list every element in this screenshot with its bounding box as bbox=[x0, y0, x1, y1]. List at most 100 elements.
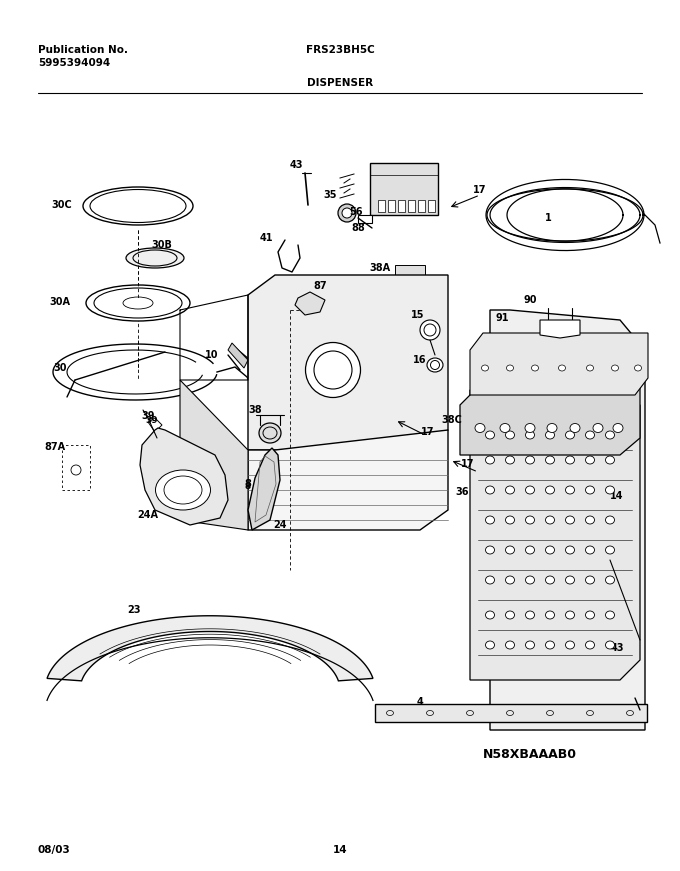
Ellipse shape bbox=[605, 546, 615, 554]
Bar bbox=[370, 163, 438, 215]
Ellipse shape bbox=[505, 486, 515, 494]
Ellipse shape bbox=[526, 546, 534, 554]
Ellipse shape bbox=[305, 342, 360, 397]
Text: N58XBAAAB0: N58XBAAAB0 bbox=[483, 748, 577, 761]
Ellipse shape bbox=[500, 423, 510, 433]
Ellipse shape bbox=[545, 576, 554, 584]
Polygon shape bbox=[228, 343, 248, 368]
Bar bbox=[378, 200, 385, 212]
Ellipse shape bbox=[342, 208, 352, 218]
Text: 87A: 87A bbox=[44, 442, 65, 452]
Ellipse shape bbox=[585, 431, 594, 439]
Ellipse shape bbox=[481, 365, 488, 371]
Bar bbox=[388, 200, 395, 212]
Polygon shape bbox=[490, 310, 645, 730]
Text: 15: 15 bbox=[411, 310, 425, 320]
Text: 8: 8 bbox=[245, 479, 252, 489]
Text: 30: 30 bbox=[53, 363, 67, 373]
Text: 38: 38 bbox=[248, 405, 262, 415]
Ellipse shape bbox=[525, 423, 535, 433]
Ellipse shape bbox=[585, 516, 594, 524]
Text: 36: 36 bbox=[455, 487, 469, 497]
Polygon shape bbox=[470, 390, 640, 680]
Text: 87: 87 bbox=[313, 281, 327, 291]
Bar bbox=[275, 325, 390, 415]
Ellipse shape bbox=[507, 365, 513, 371]
Ellipse shape bbox=[420, 320, 440, 340]
Text: 17: 17 bbox=[461, 459, 475, 469]
Bar bbox=[375, 704, 647, 722]
Ellipse shape bbox=[86, 285, 190, 321]
Ellipse shape bbox=[259, 423, 281, 443]
Text: 56: 56 bbox=[350, 207, 362, 217]
Text: 41: 41 bbox=[259, 233, 273, 243]
Ellipse shape bbox=[526, 516, 534, 524]
Text: 4: 4 bbox=[417, 697, 424, 707]
Polygon shape bbox=[248, 430, 448, 530]
Text: 90: 90 bbox=[523, 295, 537, 305]
Text: 39: 39 bbox=[141, 411, 155, 421]
Text: 30B: 30B bbox=[152, 240, 173, 250]
Ellipse shape bbox=[566, 546, 575, 554]
Ellipse shape bbox=[486, 516, 494, 524]
Ellipse shape bbox=[570, 423, 580, 433]
Text: 88: 88 bbox=[351, 223, 365, 233]
Polygon shape bbox=[180, 380, 248, 530]
Ellipse shape bbox=[593, 423, 603, 433]
Ellipse shape bbox=[486, 611, 494, 619]
Ellipse shape bbox=[566, 641, 575, 649]
Text: 30A: 30A bbox=[50, 297, 71, 307]
Ellipse shape bbox=[547, 423, 557, 433]
Ellipse shape bbox=[526, 486, 534, 494]
Ellipse shape bbox=[613, 423, 623, 433]
Ellipse shape bbox=[605, 611, 615, 619]
Text: 17: 17 bbox=[473, 185, 487, 195]
Ellipse shape bbox=[156, 470, 211, 510]
Polygon shape bbox=[248, 275, 448, 450]
Ellipse shape bbox=[83, 187, 193, 225]
Text: 39: 39 bbox=[145, 416, 158, 425]
Ellipse shape bbox=[611, 365, 619, 371]
Polygon shape bbox=[295, 292, 325, 315]
Text: DISPENSER: DISPENSER bbox=[307, 78, 373, 88]
Text: 10: 10 bbox=[205, 350, 219, 360]
Ellipse shape bbox=[126, 248, 184, 268]
Ellipse shape bbox=[486, 576, 494, 584]
Ellipse shape bbox=[427, 358, 443, 372]
Ellipse shape bbox=[566, 611, 575, 619]
Ellipse shape bbox=[526, 576, 534, 584]
Text: 24A: 24A bbox=[137, 510, 158, 520]
Text: 43: 43 bbox=[289, 160, 303, 170]
Text: 30C: 30C bbox=[52, 200, 72, 210]
Bar bbox=[395, 292, 425, 314]
Text: 8: 8 bbox=[245, 482, 251, 491]
Polygon shape bbox=[248, 448, 280, 530]
Text: 08/03: 08/03 bbox=[38, 845, 71, 855]
Text: 16: 16 bbox=[413, 355, 427, 365]
Ellipse shape bbox=[526, 611, 534, 619]
Text: 91: 91 bbox=[495, 313, 509, 323]
Text: 43: 43 bbox=[610, 643, 624, 653]
Ellipse shape bbox=[526, 456, 534, 464]
Bar bbox=[398, 200, 405, 212]
Polygon shape bbox=[540, 320, 580, 338]
Ellipse shape bbox=[585, 576, 594, 584]
Ellipse shape bbox=[486, 456, 494, 464]
Ellipse shape bbox=[585, 611, 594, 619]
Bar bbox=[395, 265, 425, 287]
Ellipse shape bbox=[545, 611, 554, 619]
Ellipse shape bbox=[566, 456, 575, 464]
Ellipse shape bbox=[634, 365, 641, 371]
Ellipse shape bbox=[486, 641, 494, 649]
Ellipse shape bbox=[475, 423, 485, 433]
Ellipse shape bbox=[545, 546, 554, 554]
Ellipse shape bbox=[585, 546, 594, 554]
Polygon shape bbox=[470, 333, 648, 395]
Text: 24: 24 bbox=[273, 520, 287, 530]
Text: Publication No.: Publication No. bbox=[38, 45, 128, 55]
Bar bbox=[428, 200, 435, 212]
Ellipse shape bbox=[566, 431, 575, 439]
Polygon shape bbox=[460, 388, 640, 455]
Ellipse shape bbox=[338, 204, 356, 222]
Ellipse shape bbox=[605, 456, 615, 464]
